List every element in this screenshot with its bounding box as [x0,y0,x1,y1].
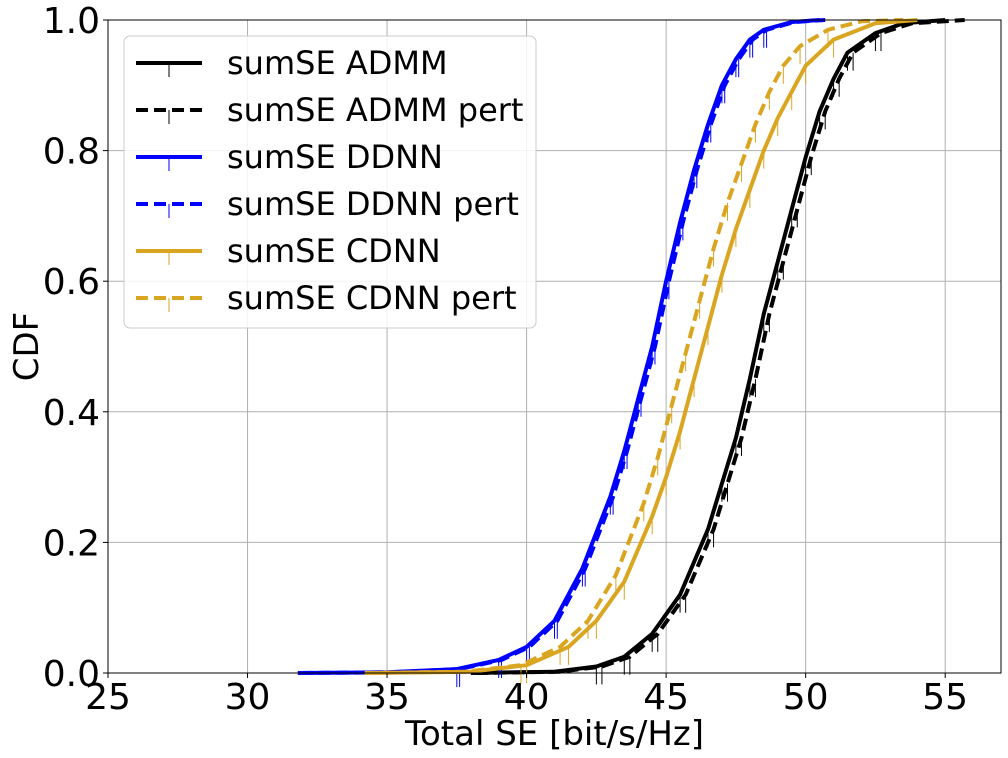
plot-frame [107,19,1002,674]
y-tick-label: 1.0 [43,1,100,42]
legend-label: sumSE DDNN pert [227,185,519,223]
legend-box [123,35,537,329]
x-tick-label: 35 [364,677,410,718]
x-tick-label: 30 [225,677,271,718]
series-lines [297,18,965,688]
x-tick-label: 55 [922,677,968,718]
x-tick-label: 45 [643,677,689,718]
y-axis-ticks: 0.0 0.2 0.4 0.6 0.8 1.0 [43,1,108,695]
y-tick-label: 0.0 [43,654,100,695]
legend-label: sumSE ADMM [227,44,448,82]
x-tick-label: 50 [783,677,829,718]
y-tick-label: 0.6 [43,262,100,303]
legend-label: sumSE CDNN [227,232,441,270]
legend-label: sumSE ADMM pert [227,91,523,129]
legend-label: sumSE DDNN [227,138,443,176]
x-tick-label: 25 [85,677,131,718]
legend-label: sumSE CDNN pert [227,279,517,317]
series-line-0 [470,18,946,675]
y-tick-label: 0.2 [43,523,100,564]
y-tick-label: 0.4 [43,393,100,434]
x-axis-ticks: 25 30 35 40 45 50 55 [85,673,968,718]
y-tick-label: 0.8 [43,132,100,173]
series-line-4 [373,18,918,675]
x-axis-label: Total SE [bit/s/Hz] [404,714,704,754]
y-axis-label: CDF [7,312,47,381]
x-tick-label: 40 [504,677,550,718]
series-line-1 [476,18,965,675]
legend: sumSE ADMM sumSE ADMM pert sumSE DDNN sumSE… [123,35,537,329]
